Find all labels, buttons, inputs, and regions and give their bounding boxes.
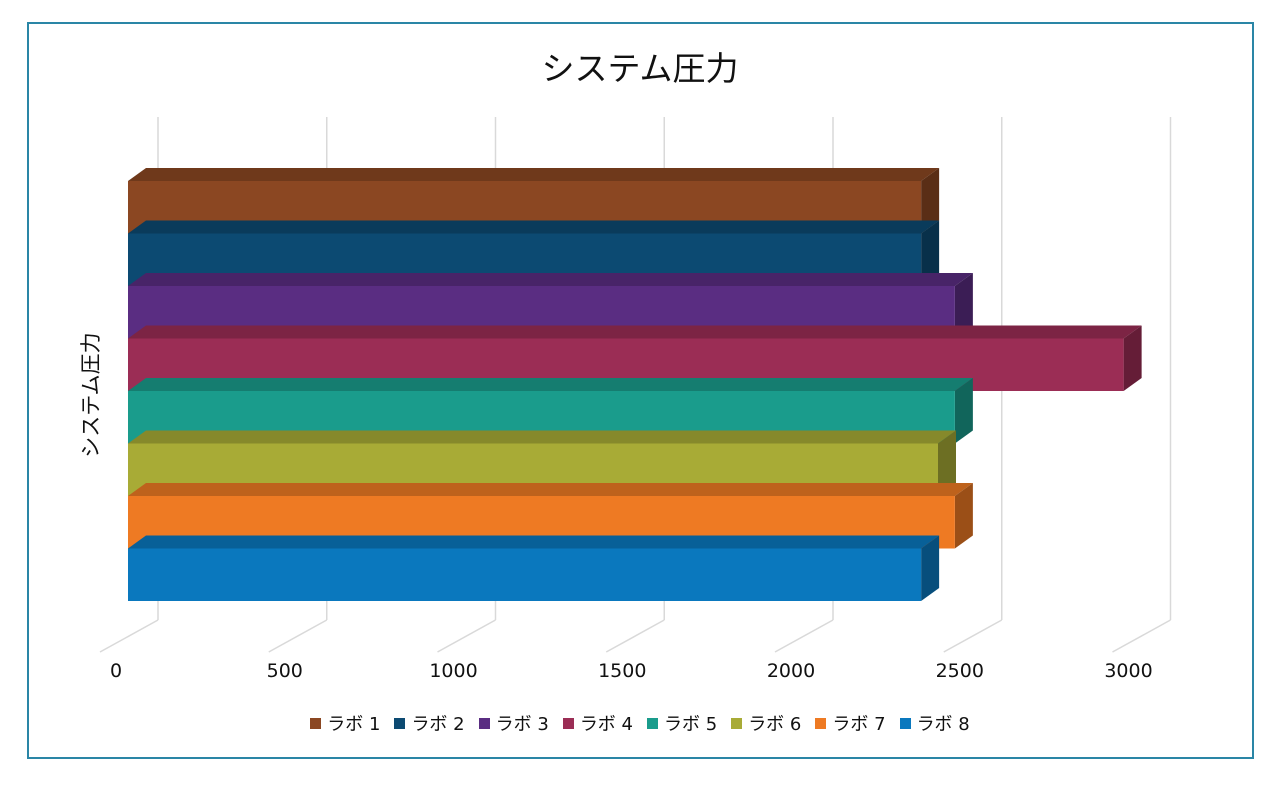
bar-top-face bbox=[128, 535, 940, 549]
x-tick-label: 1500 bbox=[598, 660, 646, 682]
legend-label: ラボ 4 bbox=[579, 714, 633, 735]
legend-item: ラボ 7 bbox=[815, 710, 886, 736]
floor-gridline bbox=[1112, 619, 1171, 653]
x-tick-label: 0 bbox=[110, 660, 122, 682]
legend-swatch bbox=[647, 717, 658, 729]
legend-swatch bbox=[562, 717, 574, 729]
bar-top-face bbox=[128, 325, 1142, 339]
bar-side-face bbox=[954, 483, 973, 549]
x-tick-label: 500 bbox=[267, 660, 303, 682]
bar-top-face bbox=[128, 220, 940, 234]
legend-label: ラボ 3 bbox=[495, 714, 549, 735]
bar-side-face bbox=[921, 535, 940, 601]
floor-gridline bbox=[943, 619, 1003, 653]
floor-gridline bbox=[437, 619, 496, 653]
bar-top-face bbox=[128, 273, 973, 286]
legend-swatch bbox=[731, 717, 743, 729]
bar-top-face bbox=[128, 430, 956, 444]
x-tick-label: 2500 bbox=[936, 660, 984, 682]
chart-title: システム圧力 bbox=[541, 49, 739, 88]
bar-top-face bbox=[128, 483, 973, 496]
bar-top-face bbox=[128, 378, 973, 391]
legend-item: ラボ 5 bbox=[647, 710, 717, 736]
legend-swatch bbox=[815, 717, 827, 729]
legend-label: ラボ 5 bbox=[664, 714, 718, 735]
x-tick-label: 1000 bbox=[429, 660, 477, 682]
legend-label: ラボ 6 bbox=[748, 714, 802, 735]
bar-top-face bbox=[128, 168, 940, 181]
bar-side-face bbox=[954, 378, 973, 444]
legend-swatch bbox=[478, 717, 490, 729]
bar-side-face bbox=[954, 273, 973, 339]
x-tick-label: 3000 bbox=[1104, 660, 1152, 682]
bar-side-face bbox=[938, 430, 956, 496]
legend-item: ラボ 1 bbox=[310, 710, 380, 736]
legend-item: ラボ 4 bbox=[562, 710, 633, 736]
legend-swatch bbox=[899, 717, 911, 729]
legend-item: ラボ 2 bbox=[394, 710, 465, 736]
legend-label: ラボ 1 bbox=[327, 714, 381, 735]
legend: ラボ 1 ラボ 2 ラボ 3 ラボ 4 ラボ 5 ラボ 6 ラボ 7 ラボ 8 bbox=[0, 710, 1280, 736]
x-tick-label: 2000 bbox=[767, 660, 815, 682]
bar-side-face bbox=[1123, 325, 1142, 391]
bar bbox=[128, 548, 922, 601]
floor-gridline bbox=[774, 619, 834, 653]
bar-side-face bbox=[921, 220, 940, 286]
legend-swatch bbox=[394, 717, 406, 729]
floor-gridline bbox=[268, 619, 328, 653]
legend-swatch bbox=[310, 717, 322, 729]
floor-gridline bbox=[99, 619, 159, 653]
legend-label: ラボ 7 bbox=[832, 714, 886, 735]
legend-label: ラボ 2 bbox=[411, 714, 465, 735]
legend-item: ラボ 6 bbox=[731, 710, 801, 736]
legend-item: ラボ 3 bbox=[478, 710, 549, 736]
bar-side-face bbox=[921, 168, 940, 234]
legend-label: ラボ 8 bbox=[916, 714, 970, 735]
floor-gridline bbox=[605, 619, 665, 653]
legend-item: ラボ 8 bbox=[899, 710, 970, 736]
